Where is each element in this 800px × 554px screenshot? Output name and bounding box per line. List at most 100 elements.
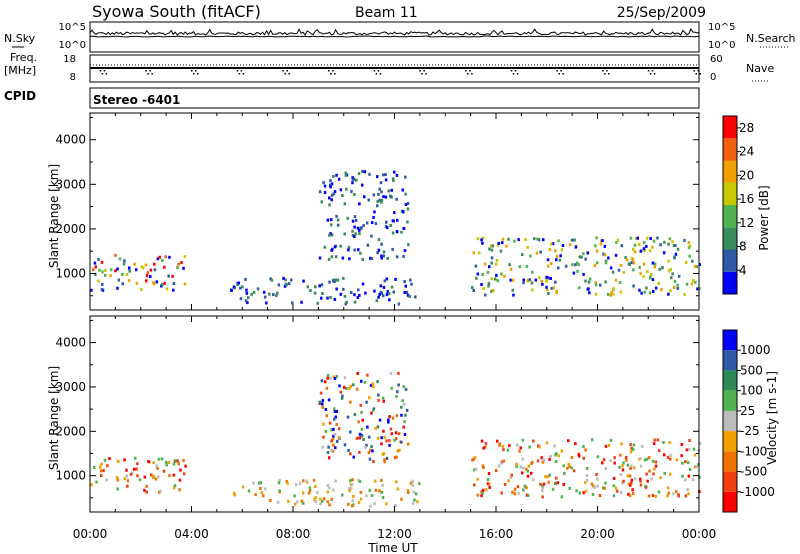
echo-cell [588,291,591,295]
echo-cell [560,248,564,252]
echo-cell [643,249,646,252]
echo-cell [325,414,329,418]
echo-cell [365,494,368,498]
echo-cell [152,475,156,479]
y-tick-label: 2000 [55,424,86,438]
echo-cell [382,250,386,254]
echo-cell [134,456,137,460]
colorbar-tick-label: -25 [740,424,760,438]
echo-cell [391,177,395,181]
echo-cell [348,387,351,390]
echo-cell [496,439,499,443]
echo-cell [90,288,93,292]
nave-label: Nave [746,62,774,75]
colorbar-swatch [723,350,737,371]
echo-cell [104,273,107,277]
echo-cell [380,190,383,194]
echo-cell [145,490,148,494]
echo-cell [154,477,158,481]
echo-cell [408,295,411,298]
echo-cell [385,456,389,460]
echo-cell [147,460,151,464]
echo-cell [588,277,592,281]
echo-cell [352,494,355,498]
echo-cell [364,291,367,295]
echo-cell [505,244,508,248]
echo-cell [685,261,688,265]
echo-cell [353,193,356,196]
echo-cell [182,266,185,270]
echo-cell [363,195,366,199]
echo-cell [160,457,164,461]
echo-cell [536,459,540,463]
echo-cell [98,465,102,469]
echo-cell [404,413,407,417]
echo-cell [661,266,664,270]
echo-cell [94,272,97,276]
echo-cell [413,498,416,502]
echo-cell [349,430,352,434]
echo-cell [542,458,546,462]
echo-cell [406,488,410,492]
echo-cell [555,476,558,480]
echo-cell [143,475,147,479]
echo-cell [653,438,656,442]
echo-cell [632,261,636,265]
echo-cell [662,441,665,444]
echo-cell [336,439,339,443]
echo-cell [472,289,475,292]
echo-cell [109,274,112,278]
echo-cell [619,290,623,294]
echo-cell [378,418,382,422]
echo-cell [380,242,383,246]
echo-cell [539,482,542,486]
echo-cell [599,283,602,287]
echo-cell [554,453,557,457]
echo-cell [541,495,544,499]
echo-cell [149,268,153,272]
echo-cell [609,438,613,442]
echo-cell [386,226,389,230]
echo-cell [635,237,638,240]
nave-dot [608,73,610,75]
echo-cell [332,375,335,379]
echo-cell [362,224,365,227]
colorbar-swatch [723,205,737,228]
echo-cell [522,278,525,282]
echo-cell [165,463,168,467]
power-colorbar-label: Power [dB] [757,185,771,250]
echo-cell [400,230,403,234]
echo-cell [687,492,690,496]
echo-cell [138,478,142,482]
echo-cell [527,464,530,468]
echo-cell [331,449,335,453]
echo-cell [480,238,483,242]
echo-cell [135,467,138,471]
echo-cell [373,210,376,214]
echo-cell [318,284,321,288]
echo-cell [663,453,666,457]
nave-dot [193,73,195,75]
echo-cell [418,482,421,486]
echo-cell [393,211,396,215]
echo-cell [659,476,662,480]
nave-dot [560,70,562,72]
echo-cell [343,232,346,236]
echo-cell [536,237,539,241]
echo-cell [392,290,395,294]
echo-cell [346,216,349,220]
echo-cell [239,286,242,290]
echo-cell [545,275,548,279]
echo-cell [474,467,478,471]
echo-cell [334,278,337,282]
echo-cell [558,258,562,262]
echo-cell [367,451,371,455]
echo-cell [392,179,395,183]
echo-cell [383,460,386,464]
nave-dot [103,70,106,72]
echo-cell [404,203,408,207]
x-axis: 00:00 04:00 08:00 12:00 16:00 20:00 00:00 [73,527,717,541]
echo-cell [277,283,281,287]
echo-cell [357,420,360,424]
echo-cell [241,485,245,489]
